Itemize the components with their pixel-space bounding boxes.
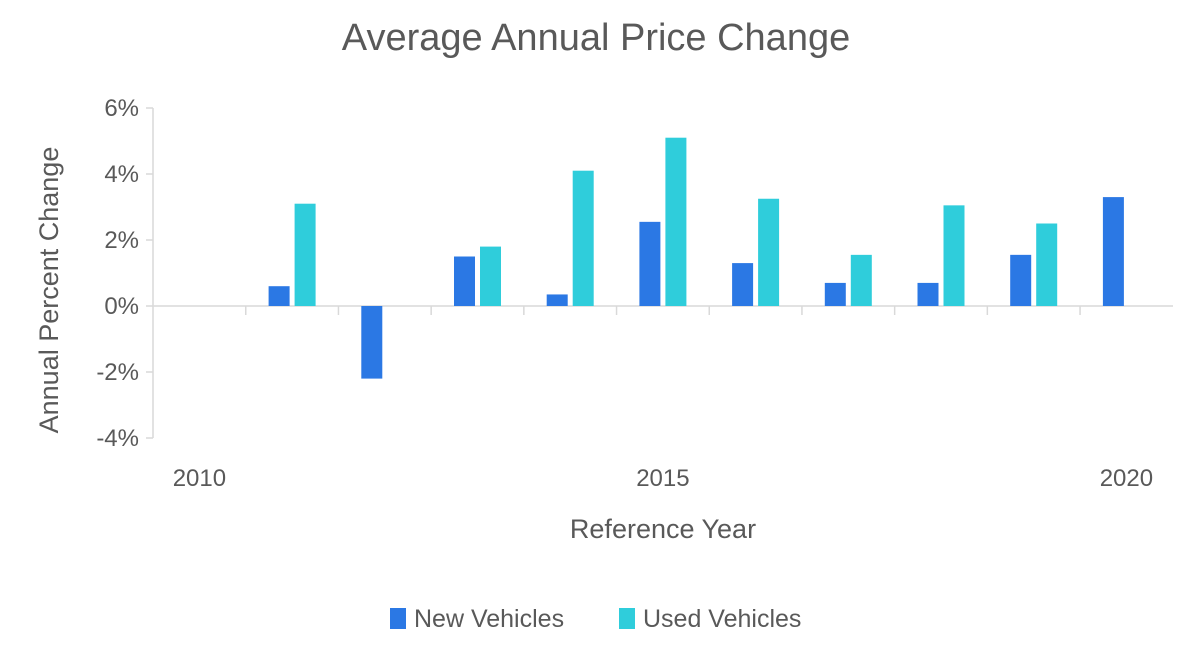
x-axis: 2010 2015 2020 — [153, 305, 1173, 492]
y-axis: 6% 4% 2% 0% -2% -4% — [96, 95, 154, 452]
y-tick-label: 0% — [104, 293, 139, 320]
bar-new-vehicles-2014 — [546, 294, 568, 306]
bar-used-vehicles-2011 — [294, 203, 316, 306]
bar-new-vehicles-2013 — [454, 256, 475, 306]
bars — [268, 137, 1124, 379]
bar-used-vehicles-2018 — [943, 205, 965, 306]
bar-new-vehicles-2012 — [361, 306, 383, 379]
chart-title: Average Annual Price Change — [342, 17, 850, 59]
y-tick-label: 4% — [104, 161, 139, 188]
x-tick-label: 2015 — [636, 465, 689, 492]
bar-used-vehicles-2014 — [572, 170, 594, 306]
bar-new-vehicles-2016 — [732, 263, 754, 306]
bar-new-vehicles-2017 — [824, 282, 846, 306]
bar-new-vehicles-2019 — [1010, 254, 1032, 306]
bar-new-vehicles-2018 — [917, 282, 939, 306]
legend: New Vehicles Used Vehicles — [390, 605, 801, 633]
x-tick-label: 2020 — [1100, 465, 1153, 492]
bar-new-vehicles-2020 — [1102, 197, 1124, 306]
bar-used-vehicles-2015 — [665, 137, 687, 306]
y-tick-label: 6% — [104, 95, 139, 122]
legend-swatch — [619, 608, 635, 629]
bar-new-vehicles-2015 — [639, 221, 661, 306]
legend-label: Used Vehicles — [643, 605, 801, 633]
y-tick-label: -4% — [96, 425, 139, 452]
bar-used-vehicles-2017 — [850, 254, 872, 306]
legend-swatch — [390, 608, 406, 629]
y-tick-label: 2% — [104, 227, 139, 254]
bar-used-vehicles-2019 — [1036, 223, 1058, 306]
y-tick-label: -2% — [96, 359, 139, 386]
bar-used-vehicles-2013 — [480, 246, 501, 306]
bar-new-vehicles-2011 — [268, 286, 290, 306]
y-axis-title: Annual Percent Change — [34, 147, 64, 434]
bar-used-vehicles-2016 — [758, 198, 780, 306]
x-axis-title: Reference Year — [570, 514, 756, 544]
x-tick-label: 2010 — [173, 465, 226, 492]
legend-label: New Vehicles — [414, 605, 564, 633]
